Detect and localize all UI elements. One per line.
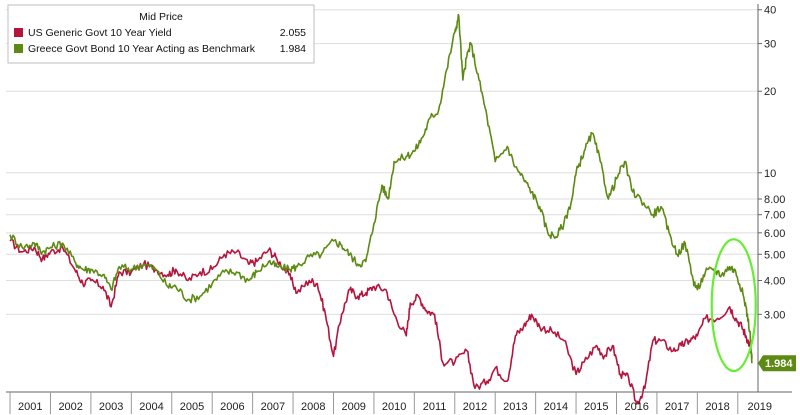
x-tick-label: 2004 [139,401,163,413]
axes: 2001 2002 2003 2004 2005 2006 2007 2008 2009 2010… [6,4,792,414]
x-tick-label: 2014 [544,401,568,413]
y-tick-label: 4.00 [764,276,785,288]
y-tick-label: 5.00 [764,249,785,261]
grid [6,9,758,315]
x-tick-label: 2019 [748,401,772,413]
y-tick-label: 8.00 [764,194,785,206]
legend-swatch-us [14,28,23,37]
highlight-ellipse [710,238,757,373]
x-tick-label: 2005 [180,401,204,413]
series-layer [9,13,753,405]
x-tick-label: 2007 [261,401,285,413]
y-tick-label: 3.00 [764,309,785,321]
x-tick-label: 2010 [382,401,406,413]
legend-swatch-greece [14,44,23,53]
y-tick-label: 7.00 [764,210,785,222]
y-tick-label: 30 [764,39,776,51]
x-tick-label: 2015 [584,401,608,413]
last-value-text: 1.984 [765,358,793,370]
x-tick-label: 2013 [503,401,527,413]
x-tick-label: 2008 [301,401,325,413]
x-tick-label: 2003 [99,401,123,413]
x-tick-label: 2001 [18,401,42,413]
y-tick-label: 40 [764,5,776,17]
x-tick-label: 2011 [423,401,447,413]
highlight-layer [710,238,757,373]
x-tick-label: 2009 [341,401,365,413]
legend-label-us: US Generic Govt 10 Year Yield [28,27,172,39]
x-tick-label: 2018 [705,401,729,413]
legend-value-greece: 1.984 [280,43,306,55]
legend: Mid Price US Generic Govt 10 Year Yield … [7,4,315,64]
series-line-us [9,238,753,405]
last-value-badge [758,355,796,372]
legend-title: Mid Price [139,11,183,23]
last-value-tag: 1.984 [758,355,796,372]
x-tick-label: 2016 [624,401,648,413]
y-tick-label: 10 [764,168,776,180]
y-tick-label: 20 [764,86,776,98]
legend-box [7,4,315,64]
x-tick-label: 2006 [220,401,244,413]
x-tick-label: 2012 [463,401,487,413]
x-tick-label: 2002 [58,401,82,413]
legend-value-us: 2.055 [280,27,306,39]
series-line-greece [9,13,753,364]
y-tick-label: 6.00 [764,228,785,240]
x-tick-label: 2017 [665,401,689,413]
legend-label-greece: Greece Govt Bond 10 Year Acting as Bench… [28,43,256,55]
